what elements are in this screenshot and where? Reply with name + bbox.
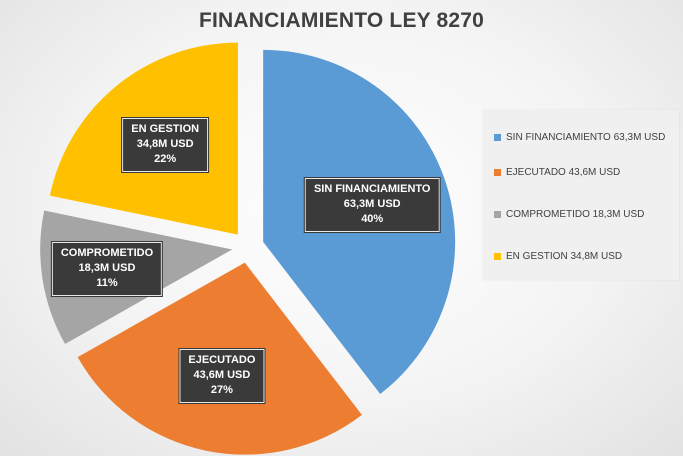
data-label-category: SIN FINANCIAMIENTO bbox=[313, 182, 431, 195]
legend-item: SIN FINANCIAMIENTO 63,3M USD bbox=[494, 130, 665, 144]
data-label-value: 43,6M USD bbox=[193, 368, 251, 381]
legend-swatch bbox=[494, 210, 501, 218]
legend-label: EJECUTADO 43,6M USD bbox=[506, 166, 621, 178]
data-label-value: 34,8M USD bbox=[136, 138, 194, 151]
legend-swatch bbox=[494, 252, 501, 260]
data-label-value: 63,3M USD bbox=[343, 197, 401, 210]
data-label-percent: 11% bbox=[96, 277, 118, 290]
data-label: COMPROMETIDO 18,3M USD 11% bbox=[50, 241, 164, 298]
legend-item: EN GESTION 34,8M USD bbox=[494, 249, 622, 263]
data-label: SIN FINANCIAMIENTO 63,3M USD 40% bbox=[303, 176, 441, 233]
legend-label: EN GESTION 34,8M USD bbox=[506, 250, 623, 262]
data-label-percent: 27% bbox=[210, 383, 233, 396]
legend-swatch bbox=[494, 168, 501, 176]
legend-label: COMPROMETIDO 18,3M USD bbox=[506, 208, 645, 220]
legend-item: COMPROMETIDO 18,3M USD bbox=[494, 207, 644, 221]
data-label: EJECUTADO 43,6M USD 27% bbox=[178, 347, 266, 404]
legend-label: SIN FINANCIAMIENTO 63,3M USD bbox=[506, 131, 666, 143]
chart-legend: SIN FINANCIAMIENTO 63,3M USD EJECUTADO 43… bbox=[483, 110, 679, 280]
data-label-category: COMPROMETIDO bbox=[60, 247, 154, 260]
legend-item: EJECUTADO 43,6M USD bbox=[494, 165, 620, 179]
data-label-percent: 22% bbox=[154, 153, 177, 166]
data-label-category: EJECUTADO bbox=[188, 353, 256, 366]
data-label-category: EN GESTION bbox=[131, 123, 200, 136]
data-label-percent: 40% bbox=[361, 212, 384, 225]
chart-title: FINANCIAMIENTO LEY 8270 bbox=[198, 9, 485, 32]
data-label-value: 18,3M USD bbox=[78, 262, 136, 275]
legend-swatch bbox=[494, 133, 501, 141]
data-label: EN GESTION 34,8M USD 22% bbox=[121, 117, 210, 174]
